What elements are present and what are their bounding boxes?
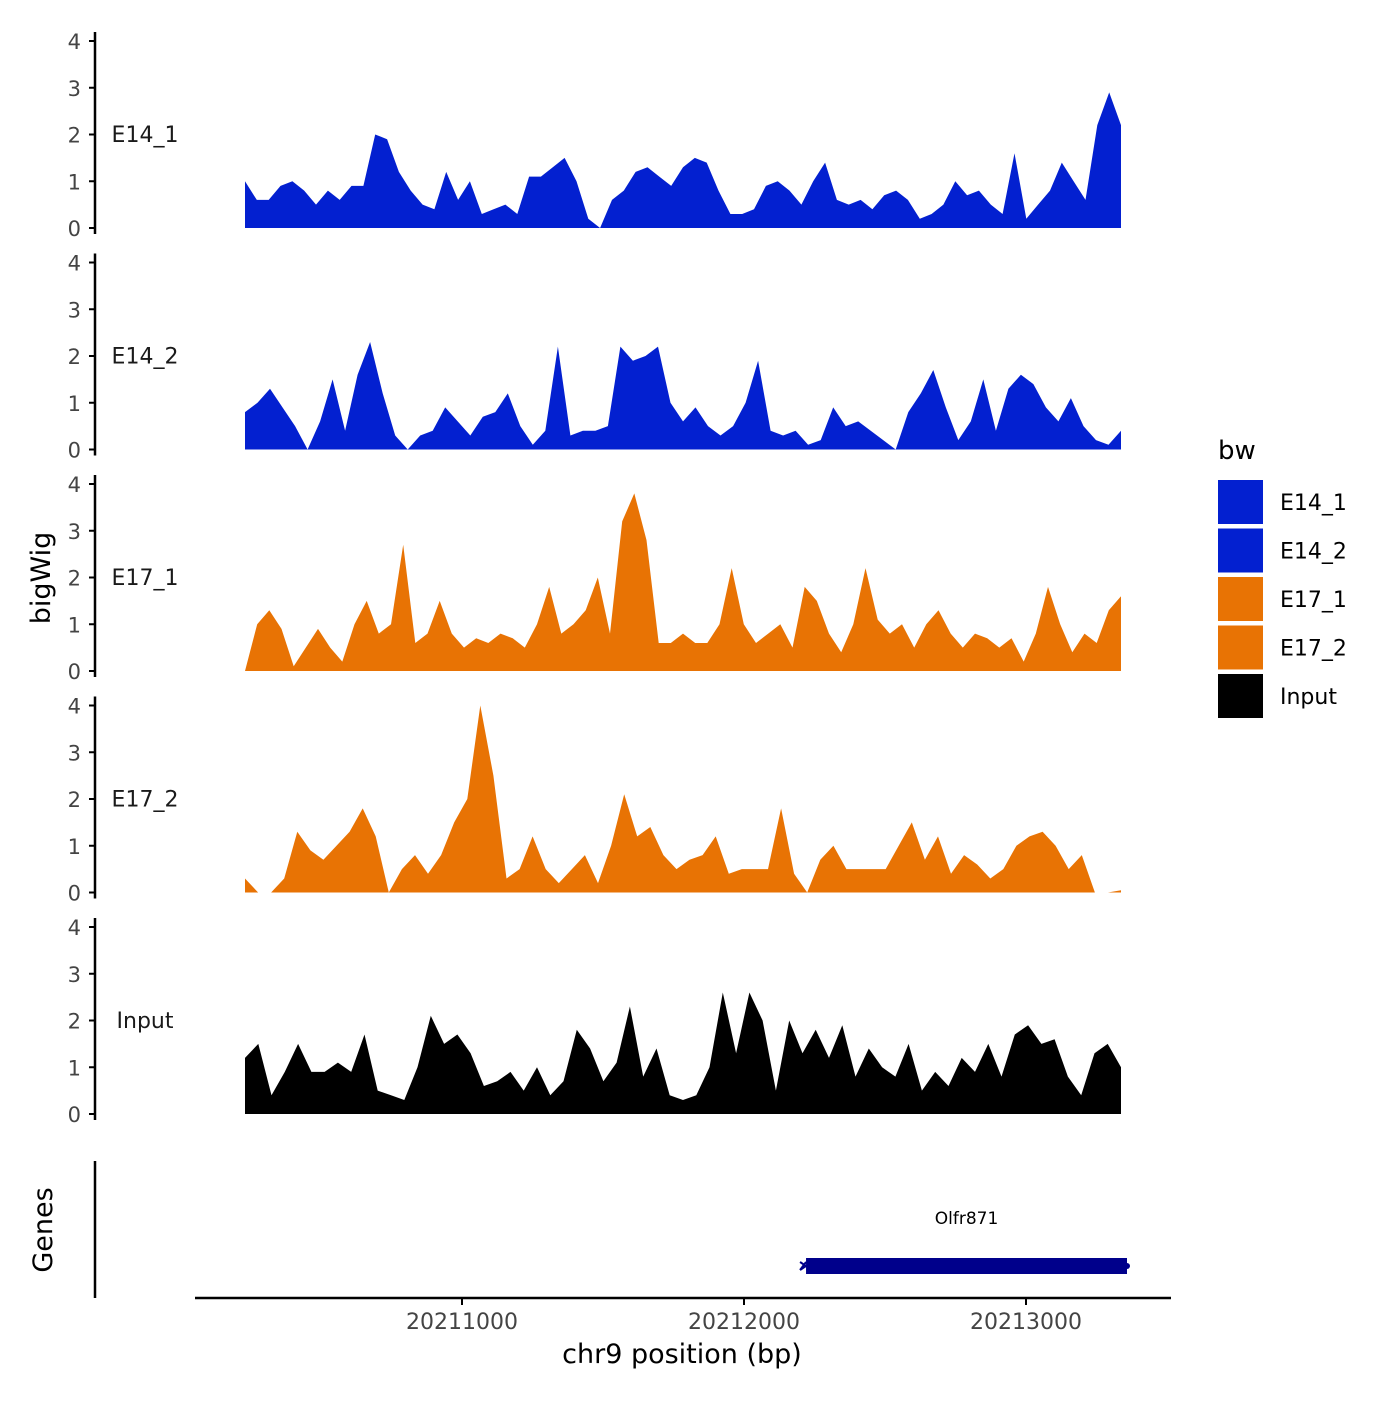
- x-axis-label: chr9 position (bp): [562, 1339, 802, 1370]
- y-tick-label-E14_1: 4: [68, 30, 81, 54]
- gene-strand-arrow: [799, 1261, 807, 1271]
- legend-label-Input: Input: [1280, 685, 1337, 710]
- y-tick-label-E17_1: 3: [68, 520, 81, 544]
- y-tick-label-E17_2: 4: [68, 695, 81, 719]
- legend-label-E17_2: E17_2: [1280, 637, 1347, 662]
- track-label-Input: Input: [117, 1009, 174, 1034]
- signal-area-E14_2: [245, 342, 1121, 450]
- signal-area-E14_1: [245, 92, 1121, 229]
- y-tick-label-E14_1: 2: [68, 124, 81, 148]
- track-label-E14_2: E14_2: [112, 345, 179, 370]
- track-panel-E14_2: 0 1 2 3 4 E14_2: [68, 252, 1121, 463]
- genes-layer: Olfr871: [799, 1209, 1130, 1274]
- track-panel-Input: 0 1 2 3 4 Input: [68, 916, 1121, 1127]
- tracks-layer: 0 1 2 3 4 E14_1 0 1 2 3 4 E14_2 0 1 2 3 4 E17_1 0 1 2 3 4 E17_2…: [68, 30, 1121, 1127]
- y-tick-label-E17_2: 0: [68, 882, 81, 906]
- gene-end-mark: [1124, 1263, 1130, 1269]
- y-tick-label-E17_1: 1: [68, 613, 81, 637]
- y-tick-label-Input: 0: [68, 1103, 81, 1127]
- legend-title: bw: [1218, 436, 1256, 466]
- legend-label-E14_2: E14_2: [1280, 540, 1347, 565]
- y-tick-label-Input: 3: [68, 963, 81, 987]
- y-tick-label-E17_1: 2: [68, 567, 81, 591]
- gene-name-label: Olfr871: [935, 1209, 999, 1229]
- track-label-E17_1: E17_1: [112, 566, 179, 591]
- track-label-E17_2: E17_2: [112, 788, 179, 813]
- y-tick-label-Input: 2: [68, 1010, 81, 1034]
- x-tick-label: 20213000: [970, 1310, 1082, 1335]
- x-tick-label: 20211000: [406, 1310, 518, 1335]
- legend-key-E14_2: [1218, 528, 1263, 573]
- y-tick-label-Input: 1: [68, 1056, 81, 1080]
- genes-panel-label: Genes: [28, 1187, 59, 1272]
- signal-area-E17_2: [245, 705, 1121, 893]
- signal-area-Input: [245, 992, 1121, 1114]
- legend: bw E14_1 E14_2 E17_1 E17_2 Input: [1218, 436, 1347, 718]
- legend-label-E14_1: E14_1: [1280, 491, 1347, 516]
- legend-key-E14_1: [1218, 480, 1263, 524]
- y-tick-label-E14_2: 1: [68, 392, 81, 416]
- gene-body: [806, 1258, 1127, 1274]
- y-tick-label-E14_2: 2: [68, 345, 81, 369]
- y-tick-label-E14_1: 1: [68, 170, 81, 194]
- y-tick-label-E14_1: 3: [68, 77, 81, 101]
- y-tick-label-E14_2: 3: [68, 298, 81, 322]
- legend-label-E17_1: E17_1: [1280, 588, 1347, 613]
- y-tick-label-E17_2: 2: [68, 788, 81, 812]
- y-axis-label: bigWig: [26, 532, 57, 625]
- track-panel-E17_1: 0 1 2 3 4 E17_1: [68, 473, 1121, 684]
- y-tick-label-E17_2: 1: [68, 835, 81, 859]
- signal-area-E17_1: [245, 493, 1121, 671]
- track-label-E14_1: E14_1: [112, 123, 179, 148]
- y-tick-label-E14_1: 0: [68, 217, 81, 241]
- track-panel-E14_1: 0 1 2 3 4 E14_1: [68, 30, 1121, 241]
- y-tick-label-E14_2: 4: [68, 252, 81, 276]
- y-tick-label-Input: 4: [68, 916, 81, 940]
- legend-key-E17_1: [1218, 577, 1263, 621]
- y-tick-label-E17_1: 4: [68, 473, 81, 497]
- y-tick-label-E17_2: 3: [68, 741, 81, 765]
- y-tick-label-E14_2: 0: [68, 439, 81, 463]
- x-ticks-layer: 20211000 20212000 20213000: [406, 1298, 1082, 1335]
- legend-key-Input: [1218, 674, 1263, 718]
- y-tick-label-E17_1: 0: [68, 660, 81, 684]
- x-tick-label: 20212000: [688, 1310, 800, 1335]
- legend-key-E17_2: [1218, 625, 1263, 670]
- track-panel-E17_2: 0 1 2 3 4 E17_2: [68, 695, 1121, 906]
